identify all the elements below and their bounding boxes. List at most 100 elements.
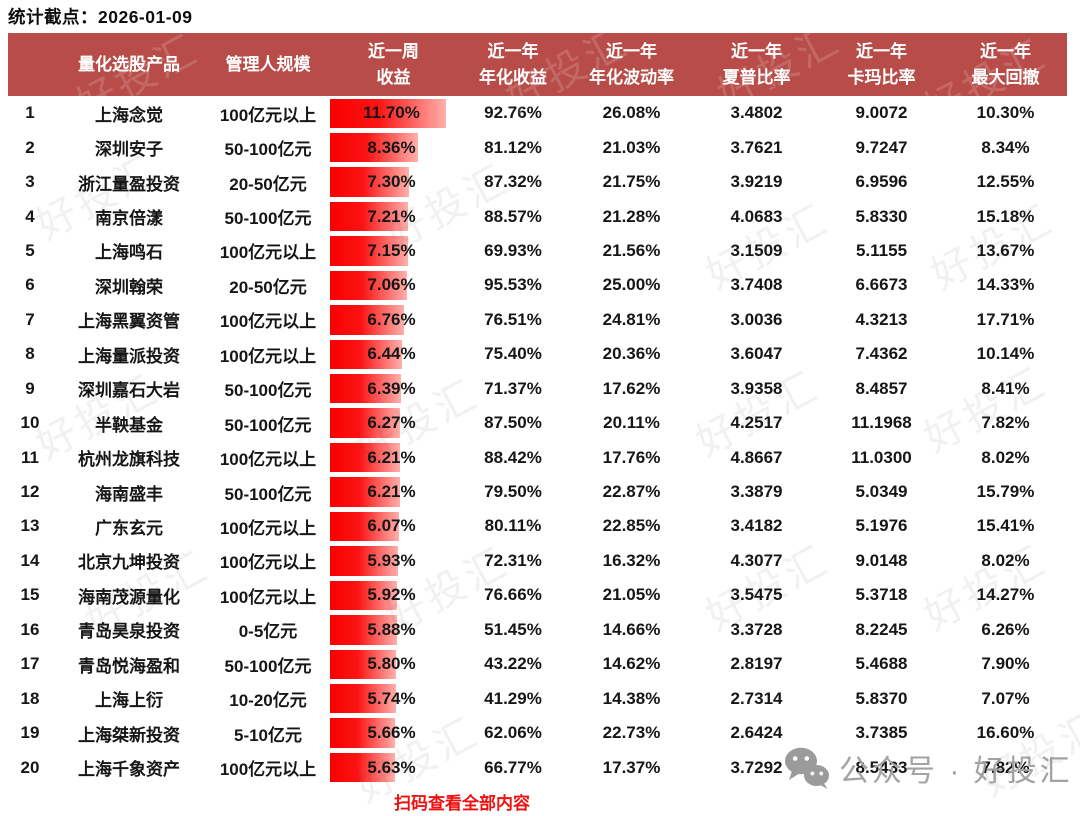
calmar-cell: 8.4857 [855, 378, 908, 398]
week-return-cell: 5.88% [330, 613, 457, 647]
sharpe-cell: 2.7314 [730, 688, 783, 708]
volatility-cell: 24.81% [602, 309, 661, 329]
week-return-cell: 5.63% [330, 750, 457, 784]
sharpe-cell: 2.8197 [730, 654, 783, 674]
calmar-cell: 5.3718 [855, 585, 908, 605]
max-drawdown-cell: 7.07% [981, 688, 1030, 708]
sharpe-cell: 3.3879 [730, 482, 783, 502]
week-return-value: 6.21% [367, 482, 416, 502]
product-name-cell: 海南盛丰 [95, 484, 163, 504]
table-row: 4 南京倍漾 50-100亿元 7.21% 88.57% 21.28% 4.0683 5.83… [8, 199, 1067, 233]
manager-scale-cell: 100亿元以上 [219, 587, 317, 607]
sharpe-cell: 3.7621 [730, 137, 783, 157]
week-return-cell: 7.30% [330, 165, 457, 199]
table-row: 9 深圳嘉石大岩 50-100亿元 6.39% 71.37% 17.62% 3.9358 8.… [8, 372, 1067, 406]
manager-scale-cell: 100亿元以上 [219, 518, 317, 538]
volatility-cell: 14.66% [602, 619, 661, 639]
week-return-data-bar [330, 408, 400, 438]
volatility-cell: 21.05% [602, 585, 661, 605]
calmar-cell: 9.7247 [855, 137, 908, 157]
annual-return-cell: 95.53% [484, 275, 542, 295]
table-row: 8 上海量派投资 100亿元以上 6.44% 75.40% 20.36% 3.6047 7.4… [8, 337, 1067, 371]
calmar-cell: 11.0300 [851, 447, 912, 467]
rank-cell: 15 [20, 585, 40, 605]
rank-cell: 13 [20, 516, 40, 536]
week-return-cell: 8.36% [330, 130, 457, 164]
product-name-cell: 海南茂源量化 [78, 587, 180, 607]
table-row: 1 上海念觉 100亿元以上 11.70% 92.76% 26.08% 3.4802 9.00… [8, 96, 1067, 130]
annual-return-cell: 88.57% [484, 206, 542, 226]
volatility-cell: 17.62% [602, 378, 661, 398]
column-header-3: 近一周 收益 [368, 42, 419, 87]
week-return-cell: 6.39% [330, 372, 457, 406]
calmar-cell: 5.1976 [855, 516, 908, 536]
annual-return-cell: 87.50% [484, 413, 542, 433]
wechat-icon [785, 747, 829, 789]
annual-return-cell: 79.50% [484, 482, 542, 502]
max-drawdown-cell: 12.55% [976, 172, 1035, 192]
volatility-cell: 17.37% [602, 757, 661, 777]
max-drawdown-cell: 8.41% [981, 378, 1030, 398]
week-return-data-bar [330, 615, 397, 645]
max-drawdown-cell: 15.41% [976, 516, 1035, 536]
table-row: 17 青岛悦海盈和 50-100亿元 5.80% 43.22% 14.62% 2.8197 5… [8, 647, 1067, 681]
calmar-cell: 5.0349 [855, 482, 908, 502]
sharpe-cell: 2.6424 [730, 723, 783, 743]
sharpe-cell: 3.9219 [730, 172, 783, 192]
column-header-4: 近一年 年化收益 [479, 42, 547, 87]
table-body: 1 上海念觉 100亿元以上 11.70% 92.76% 26.08% 3.4802 9.00… [8, 96, 1067, 785]
manager-scale-cell: 5-10亿元 [233, 725, 303, 745]
product-name-cell: 深圳嘉石大岩 [78, 381, 180, 401]
sharpe-cell: 4.3077 [730, 550, 783, 570]
manager-scale-cell: 50-100亿元 [224, 209, 312, 229]
manager-scale-cell: 50-100亿元 [224, 415, 312, 435]
week-return-value: 6.07% [367, 516, 416, 536]
quant-products-table: 量化选股产品 管理人规模 近一周 收益 近一年 年化收益 近一年 年化波动率 近一年 夏普比率 近一… [8, 33, 1067, 785]
week-return-data-bar [330, 649, 396, 679]
table-row: 3 浙江量盈投资 20-50亿元 7.30% 87.32% 21.75% 3.9219 6.9… [8, 165, 1067, 199]
week-return-data-bar [330, 718, 395, 748]
week-return-cell: 6.44% [330, 337, 457, 371]
week-return-value: 5.63% [367, 757, 416, 777]
table-row: 14 北京九坤投资 100亿元以上 5.93% 72.31% 16.32% 4.3077 9.… [8, 544, 1067, 578]
annual-return-cell: 62.06% [484, 723, 542, 743]
sharpe-cell: 3.4182 [730, 516, 783, 536]
max-drawdown-cell: 16.60% [976, 723, 1035, 743]
week-return-cell: 6.21% [330, 475, 457, 509]
volatility-cell: 21.56% [602, 240, 661, 260]
manager-scale-cell: 20-50亿元 [229, 174, 307, 194]
sharpe-cell: 3.6047 [730, 344, 783, 364]
week-return-value: 6.76% [367, 309, 416, 329]
rank-cell: 3 [25, 172, 35, 192]
sharpe-cell: 3.5475 [730, 585, 783, 605]
sharpe-cell: 3.7408 [730, 275, 783, 295]
rank-cell: 5 [25, 240, 35, 260]
calmar-cell: 9.0148 [855, 550, 908, 570]
manager-scale-cell: 100亿元以上 [219, 243, 317, 263]
annual-return-cell: 76.51% [484, 309, 542, 329]
week-return-cell: 7.06% [330, 268, 457, 302]
week-return-data-bar [330, 167, 409, 197]
calmar-cell: 8.2245 [855, 619, 908, 639]
annual-return-cell: 72.31% [484, 550, 542, 570]
rank-cell: 10 [20, 413, 40, 433]
scan-qr-note: 扫码查看全部内容 [394, 794, 530, 813]
week-return-value: 5.93% [367, 550, 416, 570]
rank-cell: 2 [25, 137, 35, 157]
calmar-cell: 7.4362 [855, 344, 908, 364]
annual-return-cell: 80.11% [484, 516, 542, 536]
max-drawdown-cell: 7.82% [981, 757, 1030, 777]
annual-return-cell: 87.32% [484, 172, 542, 192]
week-return-data-bar [330, 442, 400, 473]
calmar-cell: 6.9596 [855, 172, 908, 192]
sharpe-cell: 3.7292 [730, 757, 783, 777]
product-name-cell: 半鞅基金 [95, 415, 163, 435]
calmar-cell: 5.1155 [855, 240, 908, 260]
week-return-value: 6.39% [367, 378, 416, 398]
sharpe-cell: 4.8667 [730, 447, 783, 467]
rank-cell: 9 [25, 378, 35, 398]
volatility-cell: 14.38% [602, 688, 661, 708]
annual-return-cell: 88.42% [484, 447, 542, 467]
sharpe-cell: 4.0683 [730, 206, 783, 226]
